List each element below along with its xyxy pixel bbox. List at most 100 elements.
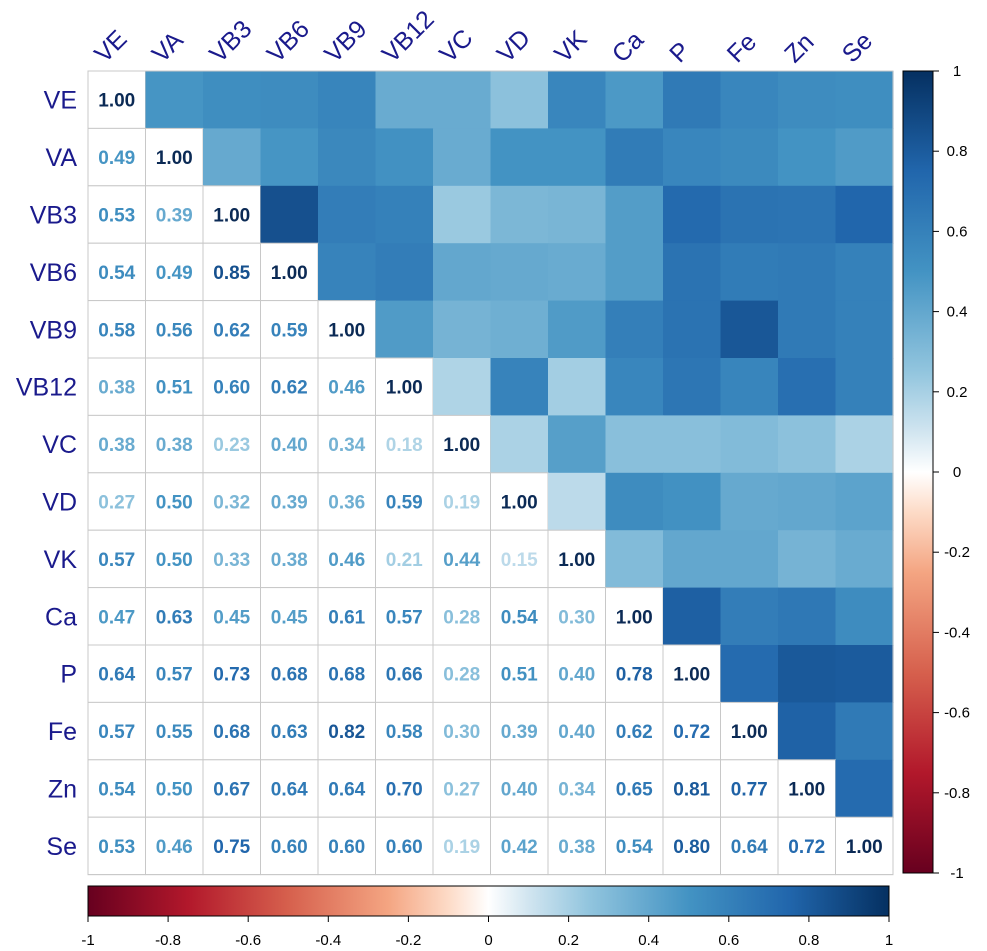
heat-cell-VE-VD — [490, 71, 549, 129]
value-label-VB9-VA: 0.56 — [156, 320, 193, 341]
value-label-VK-VD: 0.15 — [501, 550, 538, 571]
heat-cell-VC-Ca — [605, 415, 664, 474]
value-cell-Fe-P — [662, 701, 721, 761]
heat-cell-VE-VC — [433, 71, 492, 129]
value-label-Fe-Ca: 0.62 — [616, 722, 653, 743]
value-cell-VD-VE — [87, 472, 146, 531]
value-label-Fe-P: 0.72 — [673, 722, 710, 743]
heat-cell-VD-Fe — [720, 472, 779, 531]
heat-cell-VB9-Zn — [778, 300, 837, 359]
heat-cell-VB12-Ca — [605, 358, 664, 416]
row-label-VB6: VB6 — [30, 259, 77, 287]
value-cell-VK-VC — [432, 529, 491, 589]
value-label-Fe-VE: 0.57 — [98, 722, 135, 743]
value-label-Se-P: 0.80 — [673, 837, 710, 858]
heat-cell-VK-Fe — [720, 530, 779, 589]
heat-cell-Ca-Se — [835, 587, 894, 646]
value-label-Fe-VC: 0.30 — [443, 722, 480, 743]
value-label-VC-VB12: 0.18 — [386, 435, 423, 456]
heat-cell-VC-VK — [548, 415, 607, 474]
value-cell-Se-Se — [835, 816, 894, 876]
heat-cell-VB9-VD — [490, 300, 549, 359]
value-label-Se-VB3: 0.75 — [213, 837, 250, 858]
heat-cell-VB6-VB12 — [375, 243, 434, 302]
heat-cell-VE-Zn — [778, 71, 837, 129]
heat-cell-P-Fe — [720, 645, 779, 703]
row-labels: VE VA VB3 VB6 VB9 VB12 VC VD VK Ca P Fe Zn Se — [16, 87, 77, 861]
value-label-P-VA: 0.57 — [156, 665, 193, 686]
heat-cell-VB3-VB12 — [375, 185, 434, 244]
heat-cell-VB6-Zn — [778, 243, 837, 302]
heat-cell-VB12-Fe — [720, 358, 779, 416]
column-label-Ca: Ca — [607, 26, 649, 68]
value-label-Fe-VD: 0.39 — [501, 722, 538, 743]
value-label-VD-VB6: 0.39 — [271, 493, 308, 514]
bottom-colorbar-tick-label: -0.6 — [235, 932, 261, 949]
row-label-VK: VK — [44, 546, 78, 574]
heat-cell-VA-VB6 — [260, 128, 319, 187]
value-label-VK-VA: 0.50 — [156, 550, 193, 571]
value-cell-VC-VB6 — [260, 414, 319, 474]
value-label-VB9-VB6: 0.59 — [271, 320, 308, 341]
heat-cell-VB9-Fe — [720, 300, 779, 359]
bottom-colorbar-tick-label: 0 — [484, 932, 492, 949]
value-label-Ca-VE: 0.47 — [98, 607, 135, 628]
value-label-Se-Ca: 0.54 — [616, 837, 653, 858]
value-label-VA-VE: 0.49 — [98, 148, 135, 169]
heat-cell-VB3-VB9 — [318, 185, 377, 244]
heat-cell-VB9-VB12 — [375, 300, 434, 359]
column-label-Fe: Fe — [722, 28, 762, 68]
value-label-Se-VB6: 0.60 — [271, 837, 308, 858]
value-label-VB12-VB3: 0.60 — [213, 378, 250, 399]
value-cell-Zn-VK — [547, 759, 606, 818]
value-cell-Ca-VB9 — [317, 587, 376, 646]
value-cell-VB12-VB3 — [202, 357, 261, 416]
value-label-Zn-Ca: 0.65 — [616, 780, 653, 801]
value-label-VB9-VB9: 1.00 — [328, 320, 365, 341]
column-label-P: P — [664, 37, 696, 69]
column-label-VK: VK — [549, 25, 593, 69]
heat-cell-VB12-VK — [548, 358, 607, 416]
value-label-VD-VD: 1.00 — [501, 493, 538, 514]
value-cell-Fe-VE — [87, 701, 146, 761]
heat-cell-VB9-P — [663, 300, 722, 359]
value-label-Zn-VC: 0.27 — [443, 780, 480, 801]
row-label-VB9: VB9 — [30, 316, 77, 344]
row-label-Ca: Ca — [45, 603, 77, 631]
value-label-Se-VB12: 0.60 — [386, 837, 423, 858]
heat-cell-VC-VD — [490, 415, 549, 474]
heat-cell-VB3-Se — [835, 185, 894, 244]
right-colorbar-gradient — [902, 70, 934, 874]
bottom-colorbar-gradient — [87, 885, 890, 917]
heat-cell-VB9-VK — [548, 300, 607, 359]
value-label-P-VE: 0.64 — [98, 665, 135, 686]
heat-cell-VB3-VK — [548, 185, 607, 244]
value-cell-Fe-VB12 — [375, 701, 434, 761]
heat-cell-VD-Ca — [605, 472, 664, 531]
value-label-P-VB12: 0.66 — [386, 665, 423, 686]
value-label-Se-VB9: 0.60 — [328, 837, 365, 858]
value-label-Fe-VB3: 0.68 — [213, 722, 250, 743]
value-cell-Se-VB6 — [260, 816, 319, 876]
heat-cell-VE-P — [663, 71, 722, 129]
value-label-VB12-VB12: 1.00 — [386, 378, 423, 399]
right-colorbar-tick-label: -0.2 — [944, 544, 970, 561]
value-label-Ca-VB3: 0.45 — [213, 607, 250, 628]
value-cell-Ca-VD — [490, 587, 549, 646]
value-label-Fe-VA: 0.55 — [156, 722, 193, 743]
value-label-Se-Zn: 0.72 — [788, 837, 825, 858]
value-label-VB9-VB3: 0.62 — [213, 320, 250, 341]
value-label-VB6-VE: 0.54 — [98, 263, 135, 284]
heat-cell-P-Zn — [778, 645, 837, 703]
value-label-VB6-VB3: 0.85 — [213, 263, 250, 284]
heat-cell-VE-VB6 — [260, 71, 319, 129]
heat-cell-VB6-VC — [433, 243, 492, 302]
value-cell-VB12-VB6 — [260, 357, 319, 416]
heat-cell-VE-VB12 — [375, 71, 434, 129]
value-label-VB6-VB6: 1.00 — [271, 263, 308, 284]
value-cell-Se-VB9 — [317, 816, 376, 876]
heat-cell-VE-Se — [835, 71, 894, 129]
value-cell-P-VE — [87, 644, 146, 703]
heat-cell-VB3-Ca — [605, 185, 664, 244]
